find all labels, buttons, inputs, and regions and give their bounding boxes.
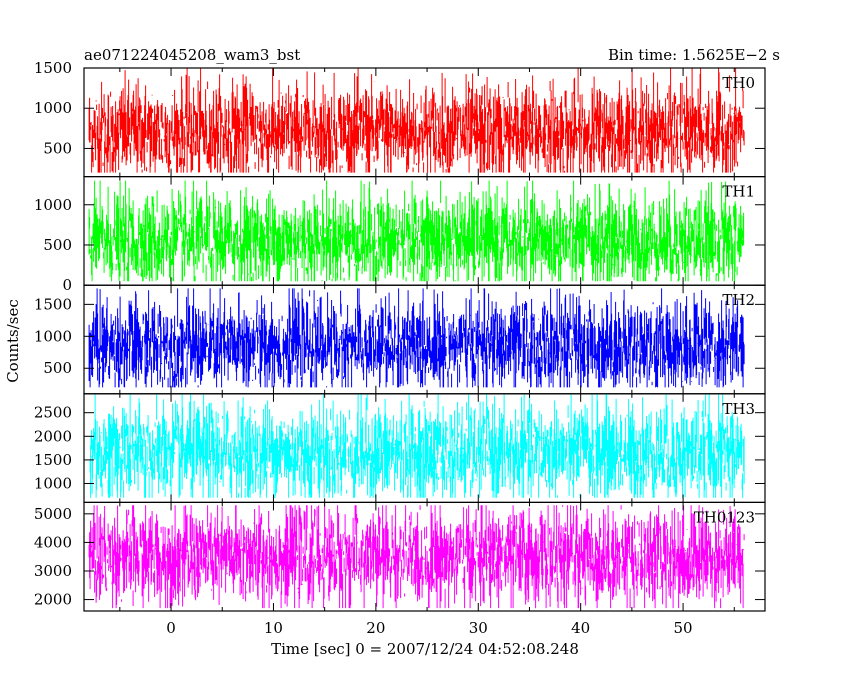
- x-tick-label: 20: [366, 619, 385, 637]
- panel-label: TH3: [722, 400, 755, 418]
- y-tick-label: 500: [43, 359, 72, 377]
- chart-title-right: Bin time: 1.5625E−2 s: [608, 46, 780, 64]
- series-th1: [88, 180, 745, 282]
- y-tick-label: 1000: [34, 475, 72, 493]
- y-tick-label: 500: [43, 139, 72, 157]
- panel-th3: 1000 1500 2000 2500 TH3: [34, 393, 766, 503]
- y-tick-label: 1000: [34, 327, 72, 345]
- y-tick-label: 2000: [34, 591, 72, 609]
- panel-frame: [83, 501, 766, 612]
- panel-label: TH0123: [694, 508, 755, 526]
- y-tick-label: 1000: [34, 196, 72, 214]
- panel-th2: 500 1000 1500 TH2: [34, 284, 766, 395]
- x-tick-label: 30: [469, 619, 488, 637]
- panel-th1: 0 500 1000 TH1: [34, 176, 766, 294]
- y-tick-label: 0: [62, 276, 72, 294]
- panel-label: TH0: [722, 74, 755, 92]
- y-tick-label: 5000: [34, 505, 72, 523]
- x-tick-label: 40: [571, 619, 590, 637]
- panel-th0123: 2000 3000 4000 5000 TH0123: [34, 501, 766, 612]
- y-tick-label: 1500: [34, 451, 72, 469]
- chart-title-left: ae071224045208_wam3_bst: [84, 46, 300, 64]
- y-tick-label: 1000: [34, 99, 72, 117]
- y-tick-label: 500: [43, 236, 72, 254]
- panel-label: TH1: [722, 183, 755, 201]
- x-tick-label: 50: [674, 619, 693, 637]
- panel-th0: 500 1000 1500 TH0: [34, 59, 766, 178]
- x-tick-label: 10: [264, 619, 283, 637]
- y-tick-label: 1500: [34, 59, 72, 77]
- y-tick-label: 2500: [34, 404, 72, 422]
- series-th0: [88, 68, 745, 173]
- y-tick-label: 3000: [34, 562, 72, 580]
- series-th2: [88, 288, 745, 388]
- y-axis-label: Counts/sec: [4, 299, 22, 383]
- series-th0123: [88, 505, 745, 609]
- x-axis-label: Time [sec] 0 = 2007/12/24 04:52:08.248: [271, 640, 579, 658]
- x-tick-label: 0: [166, 619, 176, 637]
- y-tick-label: 4000: [34, 533, 72, 551]
- series-th3: [89, 393, 745, 498]
- panel-label: TH2: [722, 291, 755, 309]
- y-tick-label: 2000: [34, 427, 72, 445]
- y-tick-label: 1500: [34, 295, 72, 313]
